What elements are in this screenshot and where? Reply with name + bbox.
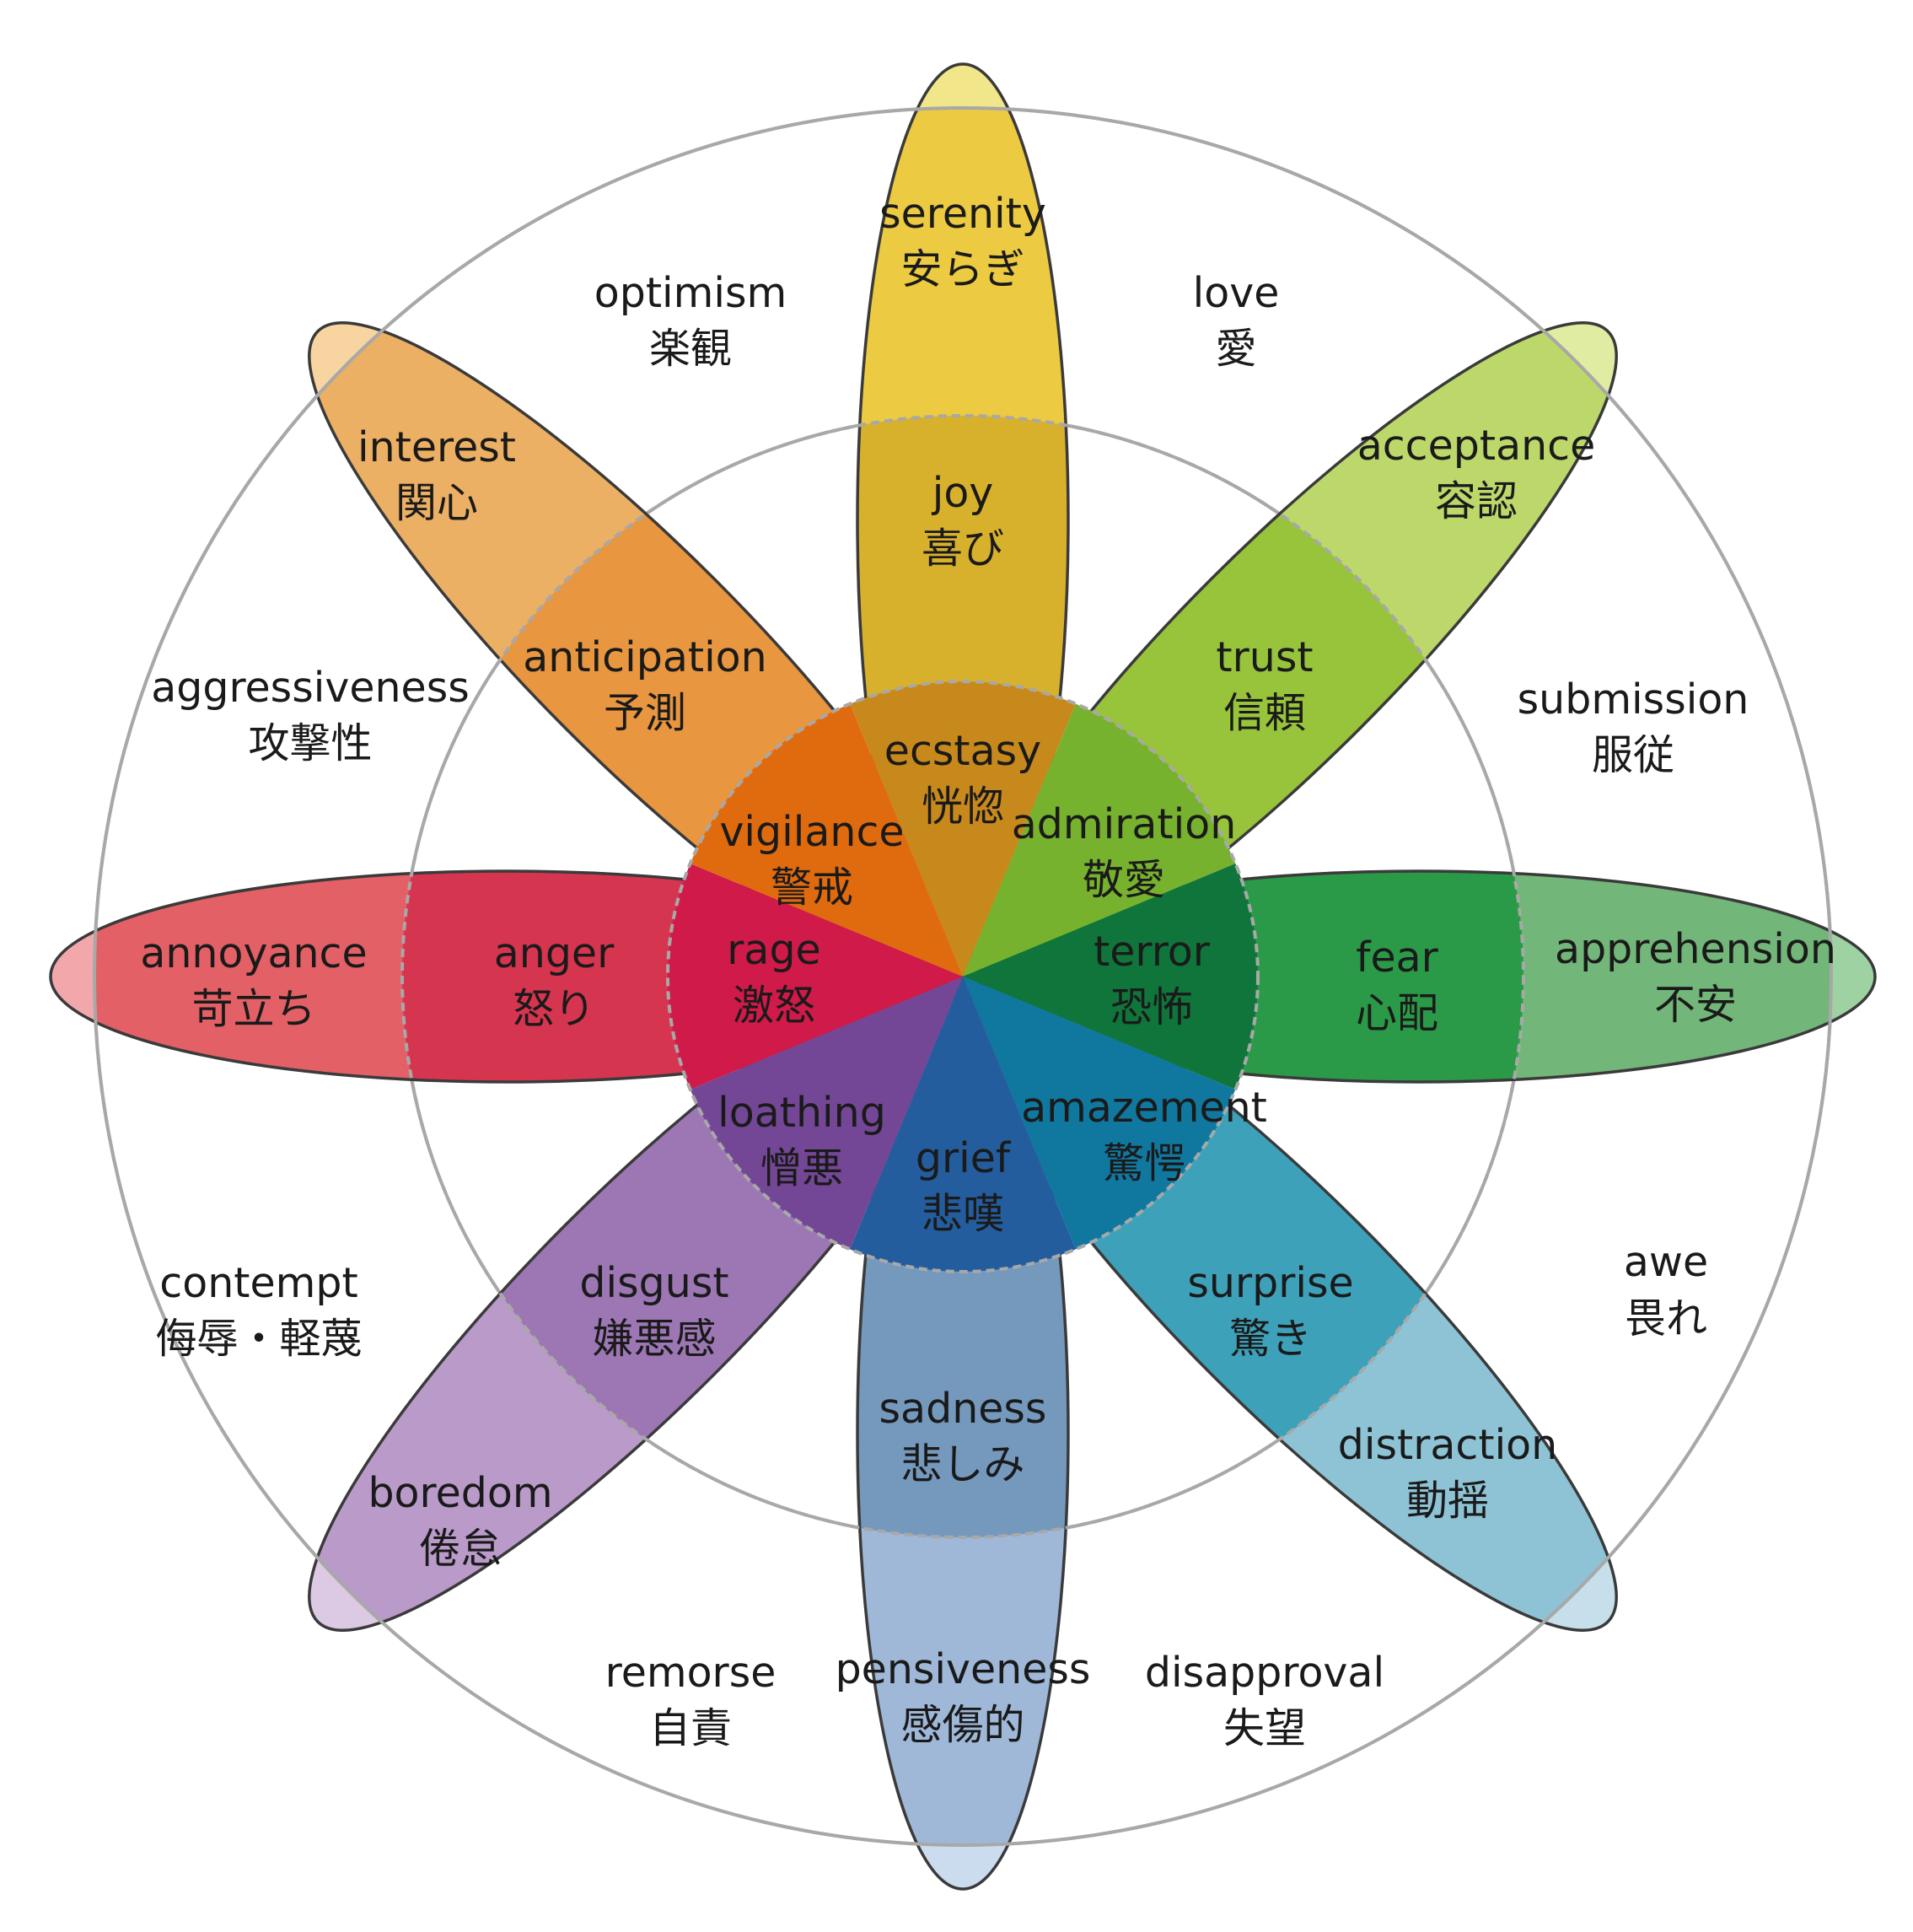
dyad-disapproval: disapproval 失望: [1145, 1649, 1384, 1752]
dyad-remorse: remorse 自責: [605, 1649, 776, 1752]
emotion-basic-ja: 怒り: [513, 985, 595, 1033]
emotion-basic-en: anticipation: [523, 633, 766, 681]
dyad-ja-label: 畏れ: [1625, 1294, 1707, 1343]
emotion-mild-ja: 関心: [395, 479, 478, 527]
emotion-mild-ja: 苛立ち: [191, 985, 315, 1033]
emotion-basic-en: fear: [1356, 934, 1438, 982]
dyad-aggressiveness: aggressiveness 攻撃性: [151, 664, 470, 767]
emotion-intense-ja: 恍惚: [922, 783, 1004, 831]
dyad-ja-label: 服従: [1592, 731, 1674, 779]
ring-borders: [93, 106, 1833, 1847]
emotion-basic-ja: 喜び: [922, 525, 1004, 573]
dyad-contempt: contempt 侮辱・軽蔑: [155, 1259, 362, 1363]
emotion-mild-ja: 容認: [1435, 477, 1518, 525]
dyad-en-label: optimism: [594, 269, 787, 317]
dyad-en-label: disapproval: [1145, 1649, 1384, 1697]
dyad-ja-label: 楽観: [649, 325, 732, 373]
dyad-en-label: awe: [1624, 1238, 1708, 1286]
dyad-ja-label: 侮辱・軽蔑: [155, 1315, 362, 1363]
emotion-basic-en: disgust: [579, 1259, 728, 1307]
dyad-en-label: contempt: [159, 1259, 357, 1307]
emotion-basic-en: surprise: [1187, 1259, 1353, 1307]
emotion-basic-ja: 心配: [1356, 989, 1438, 1037]
emotion-mild-en: interest: [357, 423, 516, 471]
emotion-basic-ja: 信頼: [1223, 689, 1306, 737]
emotion-intense-en: loathing: [717, 1089, 886, 1137]
wedge-trust: [963, 703, 1236, 977]
emotion-mild-en: apprehension: [1555, 925, 1836, 973]
emotion-mild-en: annoyance: [140, 929, 367, 977]
wedge-anger: [668, 864, 963, 1090]
labels-layer: love 愛 submission 服従 awe 畏れ disapproval …: [140, 190, 1836, 1752]
emotion-mild-ja: 動揺: [1406, 1477, 1489, 1525]
dyad-ja-label: 失望: [1223, 1704, 1306, 1752]
emotion-basic-ja: 予測: [604, 689, 686, 737]
dyad-ja-label: 自責: [649, 1704, 732, 1752]
wedge-anticipation: [690, 703, 963, 977]
dyad-en-label: submission: [1518, 675, 1749, 724]
emotion-intense-ja: 悲嘆: [922, 1190, 1004, 1238]
dyad-love: love 愛: [1193, 269, 1280, 373]
emotion-basic-en: joy: [932, 469, 994, 517]
petal-disgust-labels: boredom 倦怠 disgust 嫌悪感 loathing 憎悪: [368, 1089, 885, 1573]
emotion-mild-en: boredom: [368, 1469, 552, 1517]
dyad-en-label: love: [1193, 269, 1280, 317]
petal-anticipation-labels: interest 関心 anticipation 予測 vigilance 警戒: [357, 423, 905, 912]
wedge-surprise: [963, 977, 1236, 1250]
petal-trust-labels: acceptance 容認 trust 信頼 admiration 敬愛: [1012, 422, 1596, 904]
emotion-mild-ja: 不安: [1654, 981, 1737, 1029]
emotion-intense-ja: 驚愕: [1103, 1139, 1185, 1187]
emotion-mild-en: acceptance: [1357, 422, 1596, 470]
emotion-basic-en: anger: [494, 929, 615, 977]
emotion-basic-ja: 嫌悪感: [592, 1315, 716, 1363]
emotion-mild-ja: 倦怠: [419, 1525, 502, 1573]
petal-joy-labels: serenity 安らぎ joy 喜び ecstasy 恍惚: [879, 190, 1046, 831]
emotion-mild-en: pensiveness: [836, 1645, 1091, 1693]
emotion-basic-ja: 悲しみ: [900, 1440, 1024, 1488]
emotion-mild-en: serenity: [879, 190, 1046, 238]
emotion-intense-en: amazement: [1021, 1084, 1267, 1132]
emotion-intense-ja: 憎悪: [760, 1144, 843, 1192]
middle-ring-border: [400, 414, 1525, 1539]
dyad-ja-label: 愛: [1215, 325, 1256, 373]
emotion-mild-ja: 安らぎ: [900, 245, 1024, 293]
petal-fear-labels: apprehension 不安 fear 心配 terror 恐怖: [1094, 925, 1836, 1037]
wedge-fear: [963, 864, 1258, 1090]
inner-pie: [668, 681, 1258, 1272]
emotion-intense-ja: 激怒: [733, 982, 815, 1030]
emotion-intense-en: ecstasy: [884, 727, 1041, 775]
dyad-en-label: remorse: [605, 1649, 776, 1697]
emotion-intense-ja: 恐怖: [1110, 983, 1193, 1031]
dyad-ja-label: 攻撃性: [248, 719, 372, 767]
outer-ring-border: [93, 106, 1833, 1847]
emotion-intense-ja: 敬愛: [1083, 856, 1165, 904]
petal-surprise-labels: distraction 動揺 surprise 驚き amazement 驚愕: [1021, 1084, 1557, 1525]
dyad-awe: awe 畏れ: [1624, 1238, 1708, 1343]
wedge-disgust: [690, 977, 963, 1250]
emotion-intense-en: rage: [727, 926, 820, 974]
emotion-basic-en: sadness: [879, 1385, 1047, 1433]
dyad-en-label: aggressiveness: [151, 664, 470, 712]
emotion-intense-en: admiration: [1012, 800, 1237, 848]
emotion-intense-en: vigilance: [719, 808, 904, 856]
petal-sadness-labels: pensiveness 感傷的 sadness 悲しみ grief 悲嘆: [836, 1134, 1091, 1749]
dyad-optimism: optimism 楽観: [594, 269, 787, 373]
wedge-sadness: [850, 977, 1076, 1272]
dyad-submission: submission 服従: [1518, 675, 1749, 779]
petal-anger-labels: annoyance 苛立ち anger 怒り rage 激怒: [140, 926, 820, 1033]
emotion-intense-ja: 警戒: [771, 864, 853, 912]
emotion-mild-en: distraction: [1338, 1421, 1557, 1469]
emotion-mild-ja: 感傷的: [900, 1701, 1024, 1749]
emotion-intense-en: grief: [916, 1134, 1012, 1182]
inner-ring-border: [666, 680, 1260, 1273]
emotion-basic-ja: 驚き: [1229, 1315, 1312, 1363]
wedge-joy: [850, 681, 1076, 977]
emotion-basic-en: trust: [1216, 633, 1313, 681]
emotion-intense-en: terror: [1094, 928, 1211, 976]
